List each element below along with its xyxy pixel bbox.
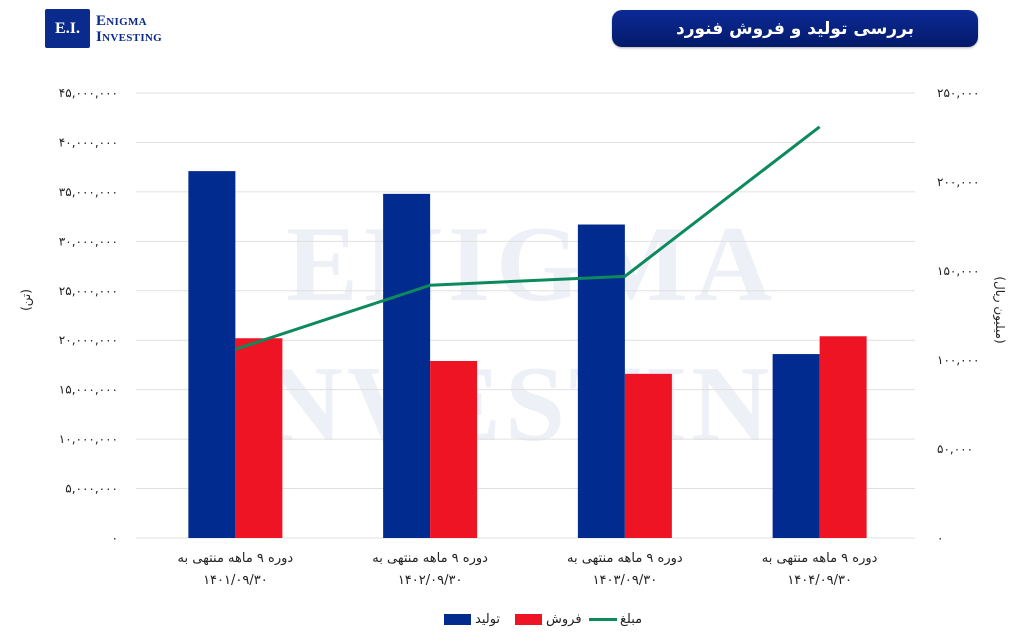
- y-tick-right: ۵۰,۰۰۰: [937, 442, 973, 456]
- watermark-line-2: INVESTING: [219, 345, 861, 464]
- legend-label: فروش: [546, 612, 582, 627]
- bar-production[interactable]: [188, 171, 236, 538]
- watermark-line-1: ENIGMA: [286, 205, 778, 324]
- x-tick-label-line-1: دوره ۹ ماهه منتهی به: [567, 551, 683, 566]
- x-tick-label-line-1: دوره ۹ ماهه منتهی به: [178, 551, 294, 566]
- bar-sales[interactable]: [624, 373, 672, 538]
- x-tick-label-line-2: ۱۴۰۳/۰۹/۳۰: [593, 573, 658, 588]
- brand-logo: E.I. Enigma Investing: [45, 9, 162, 48]
- bar-sales[interactable]: [819, 336, 867, 538]
- y-tick-left: ۰: [112, 531, 118, 545]
- y-tick-right: ۰: [937, 531, 943, 545]
- y-tick-right: ۱۰۰,۰۰۰: [937, 353, 980, 367]
- y-tick-left: ۲۵,۰۰۰,۰۰۰: [59, 284, 118, 298]
- bar-production[interactable]: [772, 354, 820, 538]
- y-tick-left: ۱۵,۰۰۰,۰۰۰: [59, 383, 118, 397]
- y-tick-right: ۲۰۰,۰۰۰: [937, 175, 980, 189]
- x-tick-label-line-2: ۱۴۰۱/۰۹/۳۰: [203, 573, 268, 588]
- y-axis-label-left: (تن): [19, 289, 34, 311]
- legend-swatch: [515, 614, 542, 625]
- bar-production[interactable]: [577, 224, 625, 538]
- legend-label: مبلغ: [620, 612, 642, 627]
- x-tick-label-line-1: دوره ۹ ماهه منتهی به: [762, 551, 878, 566]
- logo-badge: E.I.: [45, 9, 90, 48]
- x-tick-label-line-2: ۱۴۰۲/۰۹/۳۰: [398, 573, 463, 588]
- y-tick-left: ۴۵,۰۰۰,۰۰۰: [59, 86, 118, 100]
- y-tick-left: ۴۰,۰۰۰,۰۰۰: [59, 135, 118, 149]
- y-tick-right: ۱۵۰,۰۰۰: [937, 264, 980, 278]
- bar-sales[interactable]: [430, 360, 478, 538]
- y-tick-left: ۳۵,۰۰۰,۰۰۰: [59, 185, 118, 199]
- y-axis-label-right: (میلیون ریال): [992, 276, 1007, 343]
- y-tick-left: ۱۰,۰۰۰,۰۰۰: [59, 432, 118, 446]
- legend-swatch: [444, 614, 471, 625]
- line-amount[interactable]: [234, 125, 821, 351]
- y-tick-right: ۲۵۰,۰۰۰: [937, 86, 980, 100]
- y-tick-left: ۵,۰۰۰,۰۰۰: [65, 482, 118, 496]
- x-tick-label-line-2: ۱۴۰۴/۰۹/۳۰: [787, 573, 852, 588]
- logo-line-2: Investing: [96, 28, 162, 45]
- x-tick-label-line-1: دوره ۹ ماهه منتهی به: [372, 551, 488, 566]
- bar-production[interactable]: [383, 193, 431, 538]
- y-tick-left: ۲۰,۰۰۰,۰۰۰: [59, 333, 118, 347]
- logo-wordmark: Enigma Investing: [96, 13, 162, 45]
- legend-swatch: [589, 618, 617, 621]
- chart-title: بررسی تولید و فروش فنورد: [612, 10, 978, 47]
- logo-line-1: Enigma: [96, 12, 147, 29]
- y-tick-left: ۳۰,۰۰۰,۰۰۰: [59, 234, 118, 248]
- bar-sales[interactable]: [235, 338, 283, 538]
- legend-label: تولید: [475, 612, 500, 627]
